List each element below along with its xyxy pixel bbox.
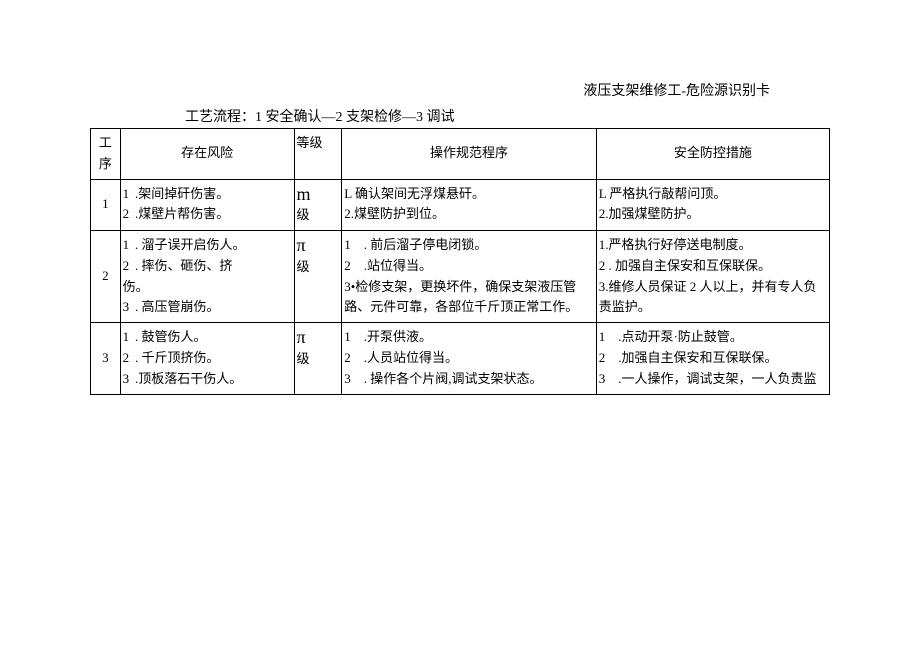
header-risk: 存在风险 <box>120 129 294 180</box>
cell-proc: 1 . 前后溜子停电闭锁。 2 .站位得当。 3•检修支架，更换坏件，确保支架液… <box>342 230 596 322</box>
cell-risk: . 溜子误开启伤人。. 摔伤、砸伤、挤. 高压管崩伤。 <box>135 230 294 322</box>
level-suffix: 级 <box>297 259 310 274</box>
header-proc: 操作规范程序 <box>342 129 596 180</box>
card-title: 液压支架维修工-危险源识别卡 <box>90 80 830 100</box>
level-char: m <box>297 184 340 206</box>
cell-level: m 级 <box>294 179 342 230</box>
cell-proc: 1 .开泵供液。 2 .人员站位得当。 3 . 操作各个片阀,调试支架状态。 <box>342 323 596 394</box>
cell-level: π 级 <box>294 230 342 322</box>
header-seq: 工序 <box>91 129 121 180</box>
cell-seq: 2 <box>91 230 121 322</box>
table-row: 1 1 2 .架间掉矸伤害。 .煤壁片帮伤害。 m 级 L 确认架间无浮煤悬矸。… <box>91 179 830 230</box>
header-safe: 安全防控措施 <box>596 129 829 180</box>
hazard-table: 工序 存在风险 等级 操作规范程序 安全防控措施 1 1 2 .架间掉矸伤害。 … <box>90 128 830 395</box>
cell-proc: L 确认架间无浮煤悬矸。 2.煤壁防护到位。 <box>342 179 596 230</box>
table-header-row: 工序 存在风险 等级 操作规范程序 安全防控措施 <box>91 129 830 180</box>
level-suffix: 级 <box>297 207 310 222</box>
table-row: 2 12伤。3 . 溜子误开启伤人。. 摔伤、砸伤、挤. 高压管崩伤。 π 级 … <box>91 230 830 322</box>
cell-risk: . 鼓管伤人。 . 千斤顶挤伤。 .顶板落石干伤人。 <box>135 323 294 394</box>
table-row: 3 1 2 3 . 鼓管伤人。 . 千斤顶挤伤。 .顶板落石干伤人。 π 级 1… <box>91 323 830 394</box>
level-char: π <box>297 235 340 257</box>
cell-safe: 1 .点动开泵·防止鼓管。 2 .加强自主保安和互保联保。 3 .一人操作，调试… <box>596 323 829 394</box>
level-char: π <box>297 327 340 349</box>
cell-nums: 1 2 3 <box>120 323 135 394</box>
process-flow: 工艺流程：1 安全确认—2 支架检修—3 调试 <box>90 106 830 126</box>
header-level: 等级 <box>294 129 342 180</box>
cell-safe: 1.严格执行好停送电制度。 2 . 加强自主保安和互保联保。 3.维修人员保证 … <box>596 230 829 322</box>
cell-nums: 12伤。3 <box>120 230 135 322</box>
level-suffix: 级 <box>297 351 310 366</box>
cell-level: π 级 <box>294 323 342 394</box>
cell-seq: 3 <box>91 323 121 394</box>
cell-seq: 1 <box>91 179 121 230</box>
cell-nums: 1 2 <box>120 179 135 230</box>
cell-safe: L 严格执行敲帮问顶。 2.加强煤壁防护。 <box>596 179 829 230</box>
cell-risk: .架间掉矸伤害。 .煤壁片帮伤害。 <box>135 179 294 230</box>
